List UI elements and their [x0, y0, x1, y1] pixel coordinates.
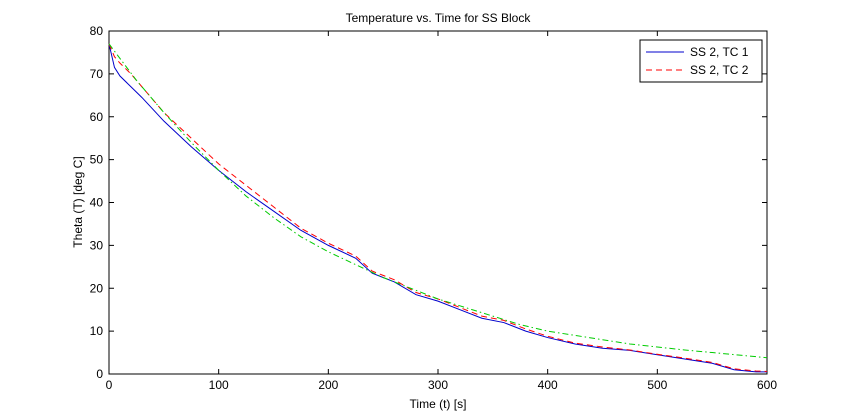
chart-title: Temperature vs. Time for SS Block	[346, 11, 532, 25]
series-line-2	[108, 43, 768, 372]
y-tick-label: 60	[90, 110, 104, 124]
legend: SS 2, TC 1 SS 2, TC 2	[639, 39, 763, 83]
legend-label: SS 2, TC 2	[690, 63, 749, 77]
y-tick-label: 70	[90, 67, 104, 81]
x-tick-label: 400	[538, 378, 558, 392]
y-tick-label: 50	[90, 153, 104, 167]
x-tick-label: 200	[318, 378, 338, 392]
y-tick-label: 0	[96, 367, 103, 381]
x-tick-label: 600	[757, 378, 777, 392]
y-tick-label: 30	[90, 238, 104, 252]
series-line-3	[108, 43, 768, 359]
axes-box	[108, 30, 768, 375]
y-tick-label: 40	[90, 196, 104, 210]
x-tick-label: 100	[209, 378, 229, 392]
x-tick-label: 300	[428, 378, 448, 392]
legend-label: SS 2, TC 1	[690, 45, 749, 59]
plot-area: 0 100 200 300 400 500 600 0 10 20 30 40 50 60 70 80	[90, 24, 778, 392]
y-axis-label: Theta (T) [deg C]	[71, 156, 85, 247]
y-tick-label: 20	[90, 281, 104, 295]
x-tick-label: 500	[647, 378, 667, 392]
y-tick-label: 10	[90, 324, 104, 338]
x-axis-label: Time (t) [s]	[410, 397, 467, 411]
x-tick-label: 0	[106, 378, 113, 392]
y-tick-label: 80	[90, 24, 104, 38]
legend-box	[639, 39, 763, 83]
